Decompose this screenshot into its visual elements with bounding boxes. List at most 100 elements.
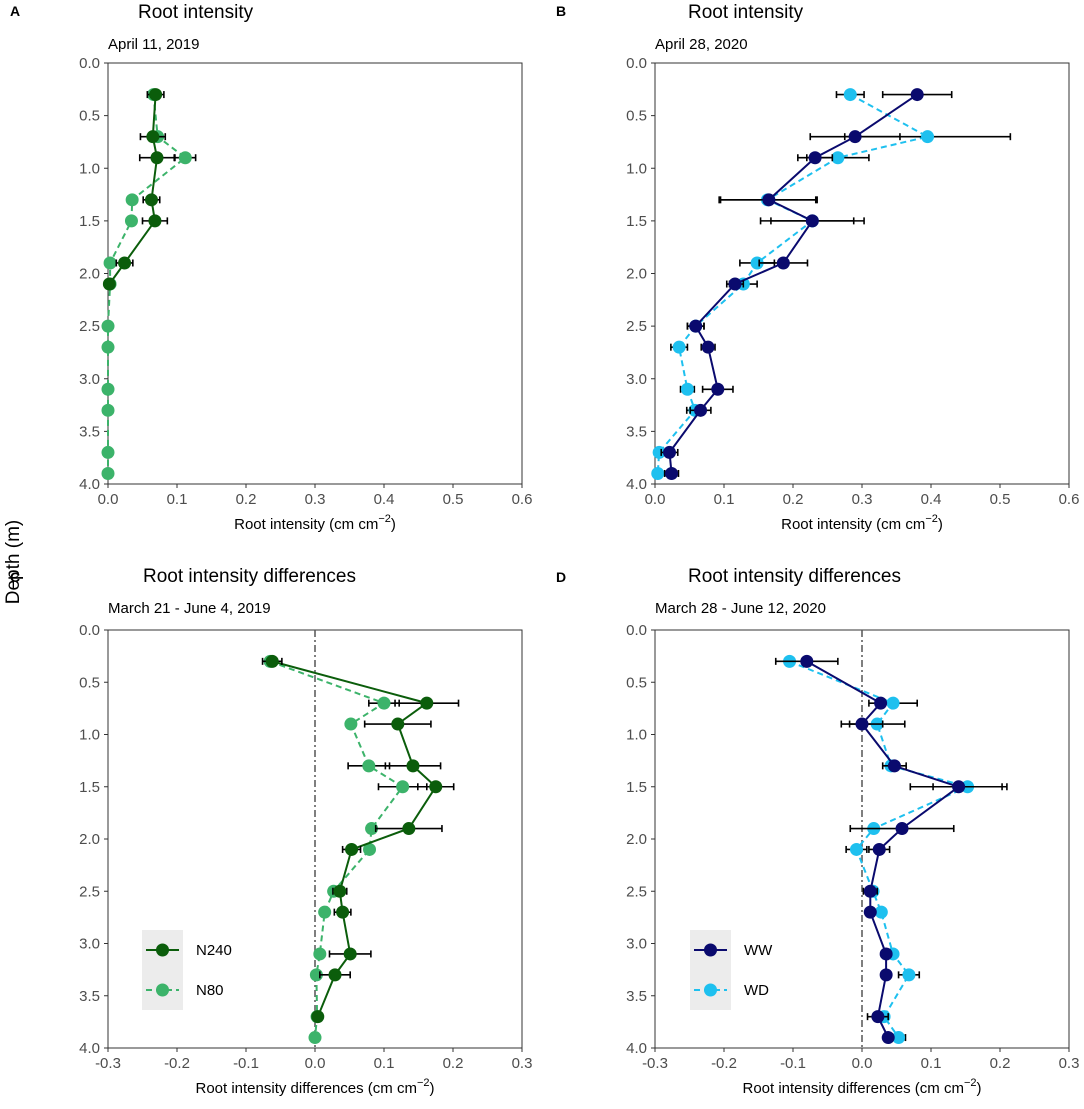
y-tick-label: 3.5 — [79, 988, 100, 1005]
data-point — [886, 696, 900, 710]
legend-label-wd: WD — [744, 982, 769, 999]
data-point — [148, 214, 162, 228]
x-axis-label: Root intensity differences (cm cm−2) — [742, 1077, 981, 1097]
y-tick-label: 0.5 — [626, 108, 647, 125]
data-point — [879, 947, 893, 961]
legend: N240 N80 — [142, 930, 232, 1010]
y-tick-label: 0.5 — [79, 674, 100, 691]
data-point — [420, 696, 434, 710]
series-n240 — [261, 654, 460, 1024]
panel-subtitle: April 28, 2020 — [655, 36, 748, 53]
legend-key-marker — [704, 983, 717, 997]
panel-letter: C — [10, 569, 20, 585]
data-point — [406, 759, 420, 773]
x-tick-label: 0.1 — [167, 491, 188, 508]
x-axis-label-close: ) — [430, 1080, 435, 1097]
data-point — [805, 214, 819, 228]
data-point — [855, 717, 869, 731]
y-tick-label: 3.0 — [626, 371, 647, 388]
x-axis-label-superscript: −2 — [417, 1077, 430, 1089]
data-point — [872, 842, 886, 856]
data-point — [344, 717, 358, 731]
data-point — [146, 130, 160, 144]
y-tick-label: 2.0 — [79, 831, 100, 848]
y-tick-label: 1.5 — [626, 779, 647, 796]
data-point — [750, 256, 764, 270]
data-point — [101, 340, 115, 354]
x-tick-label: -0.1 — [780, 1055, 806, 1072]
y-tick-label: 0.0 — [79, 622, 100, 639]
legend-key-marker — [156, 943, 169, 957]
series-n240 — [102, 88, 176, 291]
x-tick-label: -0.2 — [711, 1055, 737, 1072]
data-point — [101, 445, 115, 459]
data-point — [849, 842, 863, 856]
data-point — [265, 654, 279, 668]
data-point — [362, 759, 376, 773]
legend-background — [142, 930, 183, 1010]
x-tick-label: 0.1 — [374, 1055, 395, 1072]
panel-letter: D — [556, 569, 566, 585]
data-point — [377, 696, 391, 710]
data-point — [680, 382, 694, 396]
x-tick-label: 0.0 — [645, 491, 666, 508]
panel-letter: A — [10, 3, 20, 19]
data-point — [952, 780, 966, 794]
x-axis-label-close: ) — [977, 1080, 982, 1097]
x-tick-label: 0.3 — [305, 491, 326, 508]
x-tick-label: -0.2 — [164, 1055, 190, 1072]
data-point — [711, 382, 725, 396]
y-tick-label: 4.0 — [79, 1040, 100, 1057]
y-tick-label: 2.5 — [79, 883, 100, 900]
x-tick-label: 0.4 — [374, 491, 395, 508]
plot-frame — [654, 62, 1070, 485]
y-tick-label: 1.0 — [79, 727, 100, 744]
y-tick-label: 0.0 — [626, 55, 647, 72]
data-point — [652, 445, 666, 459]
y-tick-label: 0.5 — [79, 108, 100, 125]
y-tick-label: 1.0 — [626, 727, 647, 744]
y-tick-label: 3.5 — [626, 988, 647, 1005]
y-tick-label: 2.5 — [626, 883, 647, 900]
y-tick-label: 4.0 — [626, 476, 647, 493]
x-tick-label: 0.5 — [443, 491, 464, 508]
data-point — [311, 1010, 325, 1024]
x-tick-label: 0.3 — [512, 1055, 533, 1072]
data-point — [101, 403, 115, 417]
data-point — [879, 968, 893, 982]
x-tick-label: 0.0 — [852, 1055, 873, 1072]
data-point — [125, 193, 139, 207]
data-point — [892, 1031, 906, 1045]
data-point — [843, 88, 857, 102]
data-point — [101, 382, 115, 396]
y-tick-label: 1.5 — [626, 213, 647, 230]
data-point — [662, 445, 676, 459]
data-point — [881, 1031, 895, 1045]
x-tick-label: 0.5 — [990, 491, 1011, 508]
data-point — [328, 968, 342, 982]
legend-key-marker — [704, 943, 717, 957]
y-tick-label: 1.5 — [79, 213, 100, 230]
data-point — [345, 842, 359, 856]
data-point — [363, 842, 377, 856]
x-axis-label: Root intensity (cm cm−2) — [234, 513, 396, 533]
data-point — [672, 340, 686, 354]
x-tick-label: -0.3 — [642, 1055, 668, 1072]
data-point — [149, 88, 163, 102]
data-point — [402, 822, 416, 836]
panel-b: B Root intensity April 28, 2020 0.0 0.5 1.0 1.… — [556, 2, 1079, 533]
y-tick-label: 0.0 — [79, 55, 100, 72]
x-tick-label: 0.1 — [921, 1055, 942, 1072]
x-axis-label-close: ) — [391, 516, 396, 533]
data-point — [333, 884, 347, 898]
data-point — [336, 905, 350, 919]
y-tick-label: 1.0 — [79, 160, 100, 177]
data-point — [313, 947, 327, 961]
data-point — [118, 256, 132, 270]
panel-subtitle: April 11, 2019 — [108, 36, 199, 53]
data-point — [391, 717, 405, 731]
data-point — [728, 277, 742, 291]
data-point — [343, 947, 357, 961]
data-point — [776, 256, 790, 270]
data-point — [101, 319, 115, 333]
